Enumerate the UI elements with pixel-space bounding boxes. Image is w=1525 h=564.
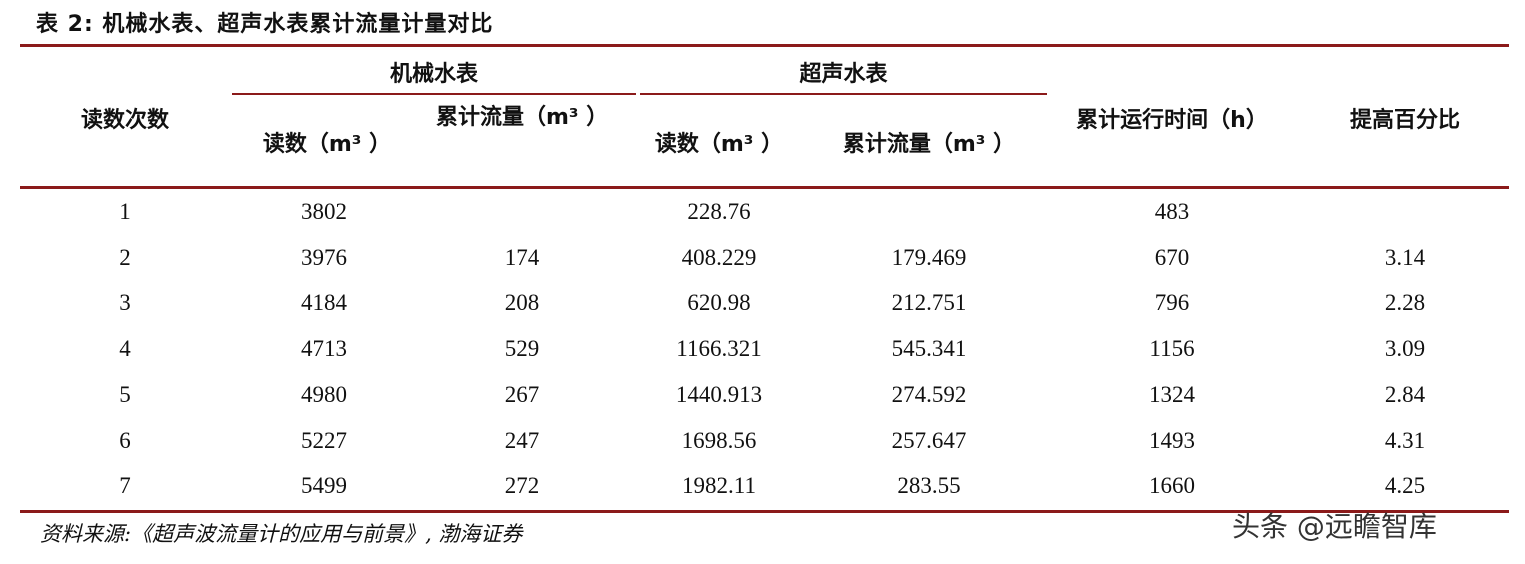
source-note: 资料来源:《超声波流量计的应用与前景》, 渤海证券 bbox=[40, 522, 523, 546]
cell-mech-flow: 272 bbox=[504, 473, 540, 498]
cell-mech-reading: 3976 bbox=[301, 245, 347, 270]
cell-ultra-reading: 1166.321 bbox=[676, 336, 762, 361]
header-runtime: 累计运行时间（h） bbox=[1076, 108, 1268, 133]
cell-runtime: 670 bbox=[1154, 245, 1190, 270]
header-mech-group: 机械水表 bbox=[389, 62, 478, 87]
cell-mech-flow: 208 bbox=[504, 290, 540, 315]
group-rule-mech bbox=[232, 93, 636, 95]
bottom-rule bbox=[20, 510, 1509, 513]
cell-mech-reading: 5227 bbox=[301, 428, 347, 453]
cell-ultra-flow: 545.341 bbox=[891, 336, 967, 361]
cell-mech-flow: 267 bbox=[504, 382, 540, 407]
header-ultra-flow: 累计流量（m³ ） bbox=[842, 132, 1016, 157]
cell-improve: 2.84 bbox=[1384, 382, 1426, 407]
cell-ultra-flow: 274.592 bbox=[891, 382, 967, 407]
cell-improve: 4.31 bbox=[1384, 428, 1426, 453]
header-ultra-reading: 读数（m³ ） bbox=[654, 132, 784, 157]
cell-count: 5 bbox=[119, 382, 131, 407]
cell-mech-flow: 174 bbox=[504, 245, 540, 270]
cell-mech-flow: 247 bbox=[504, 428, 540, 453]
group-rule-ultra bbox=[640, 93, 1047, 95]
cell-mech-reading: 3802 bbox=[301, 199, 347, 224]
watermark: 头条 @远瞻智库 bbox=[1232, 510, 1437, 543]
cell-mech-reading: 4184 bbox=[301, 290, 347, 315]
cell-runtime: 1156 bbox=[1149, 336, 1195, 361]
cell-ultra-reading: 1440.913 bbox=[675, 382, 763, 407]
cell-mech-reading: 5499 bbox=[301, 473, 347, 498]
cell-count: 4 bbox=[119, 336, 131, 361]
cell-runtime: 1493 bbox=[1149, 428, 1195, 453]
cell-count: 7 bbox=[119, 473, 131, 498]
cell-ultra-flow: 283.55 bbox=[897, 473, 961, 498]
cell-ultra-reading: 408.229 bbox=[681, 245, 757, 270]
cell-count: 2 bbox=[119, 245, 131, 270]
header-mech-reading: 读数（m³ ） bbox=[262, 132, 392, 157]
cell-runtime: 796 bbox=[1154, 290, 1190, 315]
cell-ultra-reading: 228.76 bbox=[687, 199, 751, 224]
header-ultra-group: 超声水表 bbox=[799, 62, 888, 87]
header-improve: 提高百分比 bbox=[1349, 108, 1460, 133]
cell-improve: 4.25 bbox=[1384, 473, 1426, 498]
header-reading-count: 读数次数 bbox=[80, 108, 169, 133]
cell-ultra-flow: 257.647 bbox=[891, 428, 967, 453]
cell-count: 6 bbox=[119, 428, 131, 453]
cell-mech-reading: 4713 bbox=[301, 336, 347, 361]
cell-ultra-reading: 1982.11 bbox=[682, 473, 756, 498]
header-bottom-rule bbox=[20, 186, 1509, 189]
table-title: 表 2: 机械水表、超声水表累计流量计量对比 bbox=[36, 12, 494, 37]
header-mech-flow: 累计流量（m³ ） bbox=[436, 105, 609, 130]
cell-ultra-flow: 212.751 bbox=[891, 290, 967, 315]
cell-ultra-reading: 1698.56 bbox=[681, 428, 757, 453]
cell-mech-flow: 529 bbox=[504, 336, 540, 361]
cell-count: 3 bbox=[119, 290, 131, 315]
top-rule bbox=[20, 44, 1509, 47]
cell-ultra-flow: 179.469 bbox=[891, 245, 967, 270]
cell-runtime: 1660 bbox=[1149, 473, 1195, 498]
cell-improve: 2.28 bbox=[1384, 290, 1426, 315]
cell-improve: 3.09 bbox=[1384, 336, 1426, 361]
cell-mech-reading: 4980 bbox=[301, 382, 347, 407]
cell-ultra-reading: 620.98 bbox=[687, 290, 751, 315]
cell-runtime: 483 bbox=[1154, 199, 1190, 224]
cell-count: 1 bbox=[119, 199, 131, 224]
cell-improve: 3.14 bbox=[1384, 245, 1426, 270]
cell-runtime: 1324 bbox=[1149, 382, 1195, 407]
